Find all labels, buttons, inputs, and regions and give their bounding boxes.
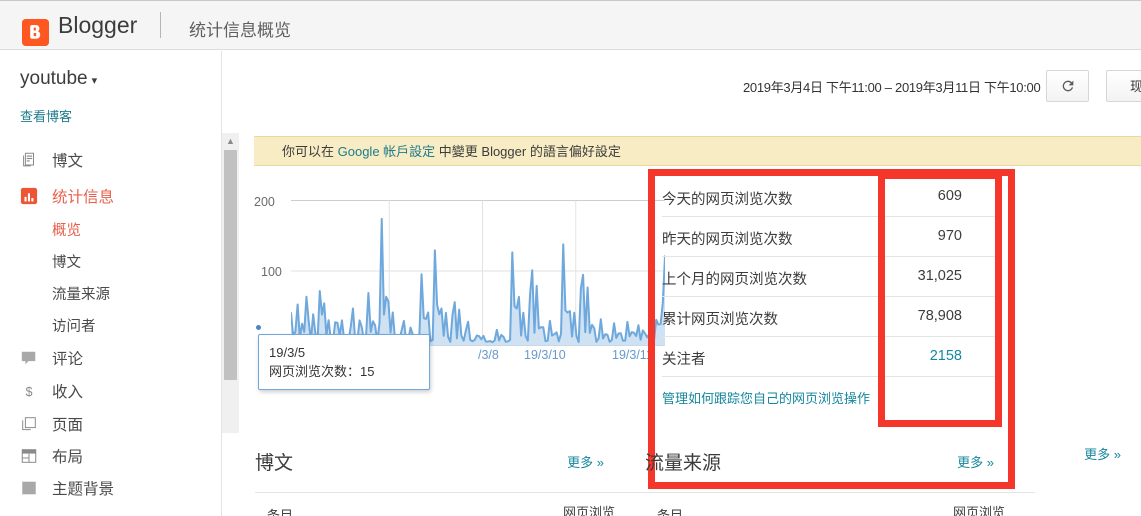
svg-text:$: $ — [25, 384, 32, 398]
